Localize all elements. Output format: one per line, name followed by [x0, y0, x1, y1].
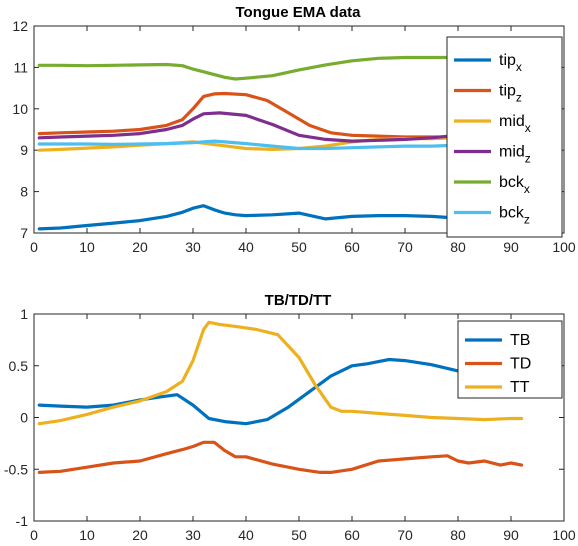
legend-label: tipz [499, 83, 522, 105]
x-tick-label: 40 [238, 239, 254, 255]
chart-title: TB/TD/TT [265, 292, 332, 309]
series-line-3 [37, 111, 524, 143]
series-layer [37, 320, 524, 474]
x-tick-label: 80 [450, 239, 466, 255]
x-tick-label: 0 [30, 527, 38, 543]
y-tick-label: 0.5 [9, 358, 29, 374]
legend-label: tipx [499, 52, 522, 74]
series-line-0 [37, 204, 524, 231]
chart-title: Tongue EMA data [236, 4, 362, 21]
series-line-4 [37, 55, 524, 81]
chart-panel-tb-td-tt: TB/TD/TT 0 10 20 30 40 50 60 70 80 90 100 -1 -0.5 0 0.… [4, 292, 576, 543]
x-tick-label: 0 [30, 239, 38, 255]
series-line-1 [37, 440, 524, 474]
y-tick-label: 0 [20, 410, 28, 426]
y-tick-label: 1 [20, 306, 28, 322]
legend: TB TD TT [457, 320, 563, 399]
x-tick-label: 10 [79, 527, 95, 543]
y-tick-label: 8 [20, 184, 28, 200]
x-tick-label: 30 [185, 239, 201, 255]
y-tick-label: 7 [20, 225, 28, 241]
y-tick-label: -1 [16, 513, 29, 529]
x-tick-label: 100 [552, 239, 576, 255]
x-tick-label: 90 [503, 527, 519, 543]
axis-ticks: 0 10 20 30 40 50 60 70 80 90 100 7 8 9 10 11 12 [12, 18, 575, 255]
y-tick-label: 12 [12, 18, 28, 34]
legend-label: TD [510, 356, 531, 373]
x-tick-label: 40 [238, 527, 254, 543]
chart-panel-tongue-ema: Tongue EMA data 0 10 20 30 40 50 60 70 80 90 100 7 8… [12, 4, 575, 255]
x-tick-label: 80 [450, 527, 466, 543]
y-tick-label: 9 [20, 142, 28, 158]
axis-ticks: 0 10 20 30 40 50 60 70 80 90 100 -1 -0.5 0 0.5 1 [4, 306, 576, 543]
legend-label: midz [499, 144, 531, 166]
x-tick-label: 20 [132, 527, 148, 543]
y-tick-label: 11 [13, 59, 28, 75]
x-tick-label: 20 [132, 239, 148, 255]
x-tick-label: 90 [503, 239, 519, 255]
legend-label: bckz [499, 205, 530, 227]
x-tick-label: 10 [79, 239, 95, 255]
x-tick-label: 60 [344, 239, 360, 255]
legend-box [446, 36, 563, 238]
series-line-5 [37, 139, 524, 151]
legend: tipx tipz midx midz bckx bckz [446, 36, 563, 238]
legend-label: bckx [499, 174, 530, 196]
series-line-2 [37, 320, 524, 426]
x-tick-label: 30 [185, 527, 201, 543]
y-tick-label: 10 [12, 101, 28, 117]
x-tick-label: 70 [397, 239, 413, 255]
legend-label: TT [510, 379, 530, 396]
x-tick-label: 50 [291, 239, 307, 255]
legend-label: midx [499, 113, 531, 135]
legend-label: TB [510, 332, 530, 349]
x-tick-label: 70 [397, 527, 413, 543]
x-tick-label: 50 [291, 527, 307, 543]
legend-box [457, 320, 563, 399]
x-tick-label: 60 [344, 527, 360, 543]
x-tick-label: 100 [552, 527, 576, 543]
y-tick-label: -0.5 [4, 461, 28, 477]
